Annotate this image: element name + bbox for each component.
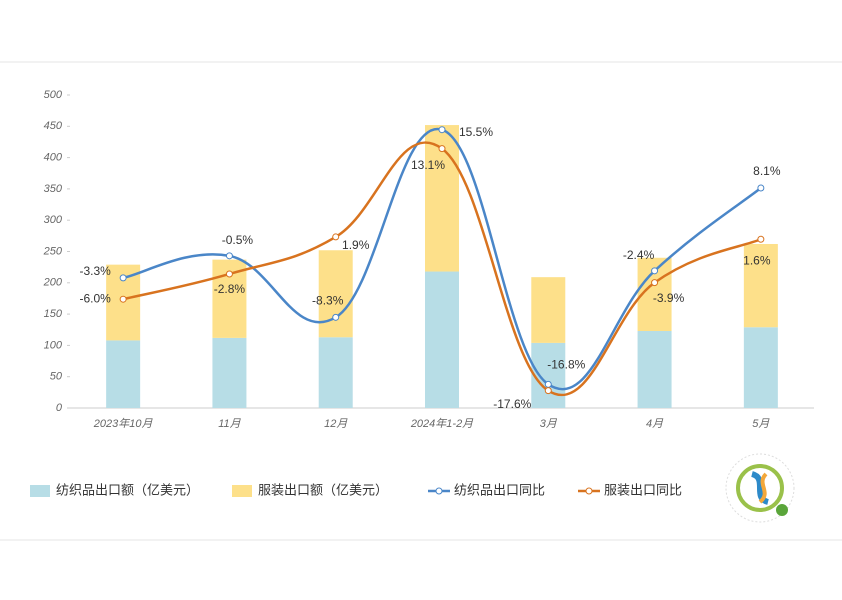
value-label: -8.3%	[312, 294, 344, 308]
line-point	[119, 274, 127, 282]
line-point	[332, 233, 340, 241]
legend-label: 服装出口同比	[604, 482, 682, 497]
legend-marker	[435, 487, 443, 495]
x-tick-label: 2024年1-2月	[410, 417, 474, 430]
y-tick-label: 0	[56, 402, 63, 414]
value-label: 13.1%	[411, 158, 445, 172]
line-point	[651, 279, 659, 287]
bar	[425, 271, 459, 408]
value-label: 15.5%	[459, 125, 493, 139]
value-label: -16.8%	[547, 358, 585, 372]
line-point	[119, 295, 127, 303]
line-point	[757, 235, 765, 243]
line-point	[225, 252, 233, 260]
legend-label: 服装出口额（亿美元）	[258, 482, 388, 497]
legend-label: 纺织品出口额（亿美元）	[56, 482, 199, 497]
bar	[212, 337, 247, 408]
line-point	[438, 126, 446, 134]
value-label: -2.8%	[214, 282, 246, 296]
line-point	[757, 184, 765, 192]
y-tick-label: 350	[44, 183, 63, 195]
bar	[637, 331, 672, 408]
y-tick-label: 300	[44, 214, 63, 226]
legend-swatch	[30, 485, 50, 497]
y-tick-label: 450	[44, 120, 63, 132]
x-tick-label: 12月	[324, 418, 348, 430]
value-label: -17.6%	[493, 397, 531, 411]
y-tick-label: 400	[44, 152, 63, 164]
x-tick-label: 3月	[540, 418, 558, 430]
line	[122, 141, 762, 397]
x-tick-label: 4月	[646, 418, 664, 430]
legend-marker	[585, 487, 593, 495]
logo	[725, 453, 795, 523]
line-point	[438, 145, 446, 153]
value-label: -3.3%	[79, 264, 111, 278]
x-tick-label: 11月	[218, 418, 241, 430]
y-tick-label: 150	[44, 308, 63, 320]
legend-label: 纺织品出口同比	[454, 482, 545, 497]
line-point	[651, 267, 659, 275]
bar	[106, 340, 141, 408]
bar	[531, 277, 566, 343]
y-tick-label: 500	[44, 89, 63, 101]
line-point	[332, 313, 340, 321]
line-point	[544, 380, 552, 388]
legend-swatch	[232, 485, 252, 497]
value-label: 1.6%	[743, 253, 771, 267]
bar	[531, 342, 566, 408]
bar	[318, 337, 353, 408]
value-label: -3.9%	[653, 291, 685, 305]
value-label: -0.5%	[222, 233, 254, 247]
value-label: 8.1%	[753, 164, 781, 178]
bar	[743, 327, 778, 408]
x-tick-label: 5月	[752, 418, 770, 430]
value-label: -2.4%	[623, 248, 655, 262]
y-tick-label: 200	[43, 277, 63, 289]
y-tick-label: 50	[50, 371, 63, 383]
y-tick-label: 100	[44, 339, 63, 351]
bar	[743, 243, 778, 328]
x-tick-label: 2023年10月	[93, 417, 154, 430]
y-tick-label: 250	[43, 245, 63, 257]
line	[122, 127, 762, 391]
line-point	[225, 270, 233, 278]
value-label: -6.0%	[79, 291, 111, 305]
line-point	[544, 387, 552, 395]
value-label: 1.9%	[342, 238, 370, 252]
